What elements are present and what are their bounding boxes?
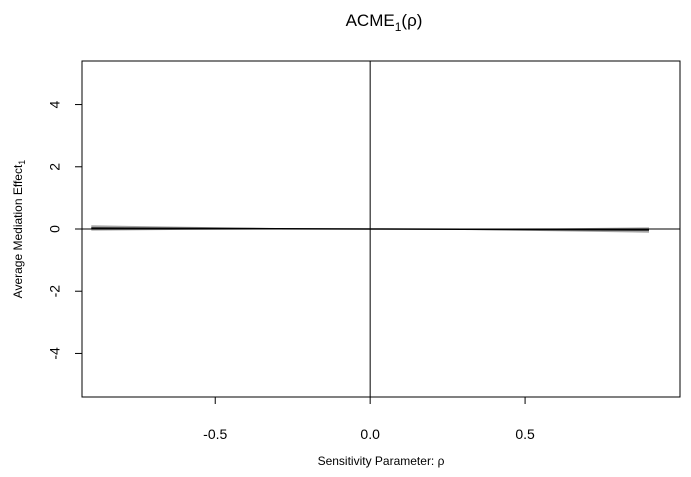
- y-tick-label-1: -2: [47, 285, 63, 298]
- y-axis-label-subscript: 1: [17, 160, 27, 165]
- y-tick-label-4: 4: [47, 100, 63, 108]
- y-tick-label-3: 2: [47, 163, 63, 171]
- y-tick-label-2: 0: [47, 225, 63, 233]
- x-tick-label-0: -0.5: [203, 426, 227, 442]
- x-tick-label-1: 0.0: [360, 426, 380, 442]
- chart-title-suffix: (ρ): [401, 11, 422, 30]
- y-tick-label-0: -4: [47, 347, 63, 360]
- chart-title-main: ACME: [346, 11, 395, 30]
- x-axis: -0.5 0.0 0.5: [203, 397, 535, 442]
- x-tick-label-2: 0.5: [515, 426, 535, 442]
- x-axis-label: Sensitivity Parameter: ρ: [318, 454, 445, 468]
- y-axis-label: Average Mediation Effect1: [11, 160, 27, 299]
- plot-marks: [82, 61, 680, 397]
- chart-title: ACME1(ρ): [346, 11, 423, 34]
- y-axis-label-main: Average Mediation Effect: [11, 164, 25, 298]
- acme-line-0: [91, 227, 650, 231]
- chart-title-subscript: 1: [395, 20, 402, 34]
- y-axis: -4 -2 0 2 4: [47, 100, 82, 360]
